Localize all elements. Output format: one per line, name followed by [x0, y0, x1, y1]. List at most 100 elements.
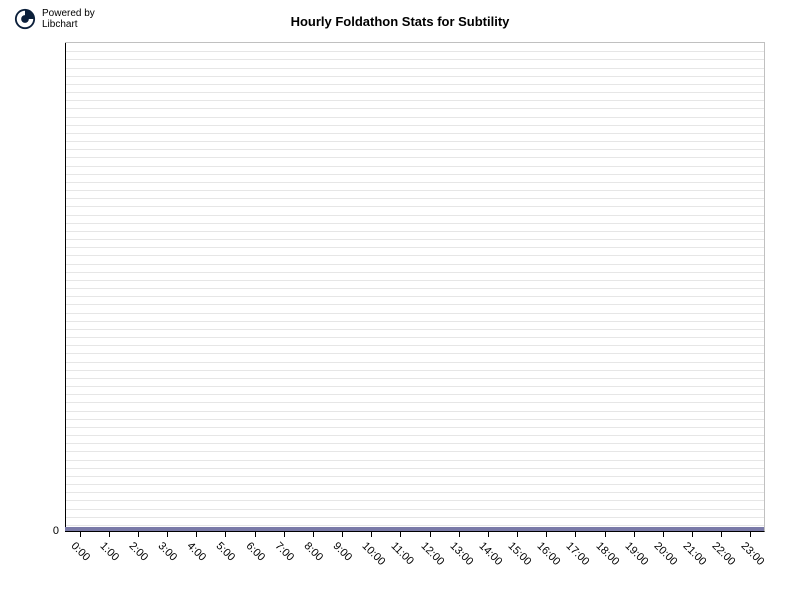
gridline — [65, 386, 764, 387]
x-tick-label: 10:00 — [360, 540, 388, 568]
gridline — [65, 157, 764, 158]
gridline — [65, 68, 764, 69]
x-tick-label: 17:00 — [564, 540, 592, 568]
x-tick-label: 3:00 — [156, 540, 180, 564]
x-tick — [750, 532, 751, 537]
x-tick-label: 6:00 — [243, 540, 267, 564]
x-tick-label: 16:00 — [535, 540, 563, 568]
x-tick — [721, 532, 722, 537]
x-tick — [313, 532, 314, 537]
x-tick — [80, 532, 81, 537]
x-tick-label: 8:00 — [301, 540, 325, 564]
x-tick — [692, 532, 693, 537]
gridline — [65, 468, 764, 469]
gridline — [65, 525, 764, 526]
gridline — [65, 304, 764, 305]
x-tick — [284, 532, 285, 537]
gridline — [65, 337, 764, 338]
gridline — [65, 476, 764, 477]
chart-container: { "branding": { "powered_by_line1": "Pow… — [0, 0, 800, 600]
x-tick-label: 11:00 — [389, 540, 416, 567]
gridline — [65, 329, 764, 330]
gridline — [65, 288, 764, 289]
x-tick — [430, 532, 431, 537]
gridline — [65, 51, 764, 52]
gridline — [65, 484, 764, 485]
y-axis-line — [65, 43, 66, 531]
x-tick — [342, 532, 343, 537]
x-tick-label: 19:00 — [622, 540, 650, 568]
gridline — [65, 492, 764, 493]
gridline — [65, 166, 764, 167]
x-tick — [167, 532, 168, 537]
gridline — [65, 215, 764, 216]
gridline — [65, 362, 764, 363]
gridline — [65, 206, 764, 207]
x-tick — [663, 532, 664, 537]
gridline — [65, 239, 764, 240]
x-tick-label: 4:00 — [185, 540, 209, 564]
x-tick — [634, 532, 635, 537]
x-tick-label: 22:00 — [710, 540, 738, 568]
gridline — [65, 500, 764, 501]
gridline — [65, 443, 764, 444]
gridline — [65, 370, 764, 371]
x-tick-label: 1:00 — [97, 540, 121, 564]
gridline — [65, 313, 764, 314]
x-tick-label: 9:00 — [331, 540, 355, 564]
gridline — [65, 411, 764, 412]
x-tick-label: 5:00 — [214, 540, 238, 564]
gridline — [65, 108, 764, 109]
gridline — [65, 133, 764, 134]
x-tick-label: 13:00 — [447, 540, 475, 568]
baseline-band — [65, 527, 764, 531]
x-tick — [196, 532, 197, 537]
gridline — [65, 223, 764, 224]
gridline — [65, 509, 764, 510]
gridline — [65, 76, 764, 77]
x-tick — [225, 532, 226, 537]
gridline — [65, 117, 764, 118]
gridline — [65, 255, 764, 256]
x-tick — [109, 532, 110, 537]
x-tick — [517, 532, 518, 537]
gridline — [65, 378, 764, 379]
gridline — [65, 174, 764, 175]
x-tick — [400, 532, 401, 537]
gridline — [65, 402, 764, 403]
x-tick — [371, 532, 372, 537]
gridline — [65, 149, 764, 150]
x-tick-label: 23:00 — [739, 540, 767, 568]
x-tick-label: 0:00 — [68, 540, 92, 564]
gridline — [65, 353, 764, 354]
x-tick-label: 18:00 — [593, 540, 621, 568]
gridline — [65, 264, 764, 265]
x-tick-label: 21:00 — [681, 540, 709, 568]
x-tick-label: 2:00 — [126, 540, 150, 564]
x-tick — [488, 532, 489, 537]
x-tick — [546, 532, 547, 537]
x-tick — [255, 532, 256, 537]
y-tick-label-0: 0 — [53, 525, 59, 537]
gridline — [65, 272, 764, 273]
x-tick-label: 15:00 — [506, 540, 534, 568]
gridline — [65, 84, 764, 85]
gridline — [65, 451, 764, 452]
gridline — [65, 345, 764, 346]
plot-background: 0 — [65, 42, 765, 532]
gridline — [65, 198, 764, 199]
gridline — [65, 231, 764, 232]
gridline — [65, 141, 764, 142]
gridline — [65, 190, 764, 191]
gridline — [65, 59, 764, 60]
chart-title: Hourly Foldathon Stats for Subtility — [0, 14, 800, 29]
gridlines — [65, 43, 764, 531]
gridline — [65, 182, 764, 183]
plot-area: 0 0:001:002:003:004:005:006:007:008:009:… — [65, 42, 765, 532]
gridline — [65, 296, 764, 297]
gridline — [65, 427, 764, 428]
gridline — [65, 435, 764, 436]
gridline — [65, 394, 764, 395]
gridline — [65, 100, 764, 101]
gridline — [65, 280, 764, 281]
